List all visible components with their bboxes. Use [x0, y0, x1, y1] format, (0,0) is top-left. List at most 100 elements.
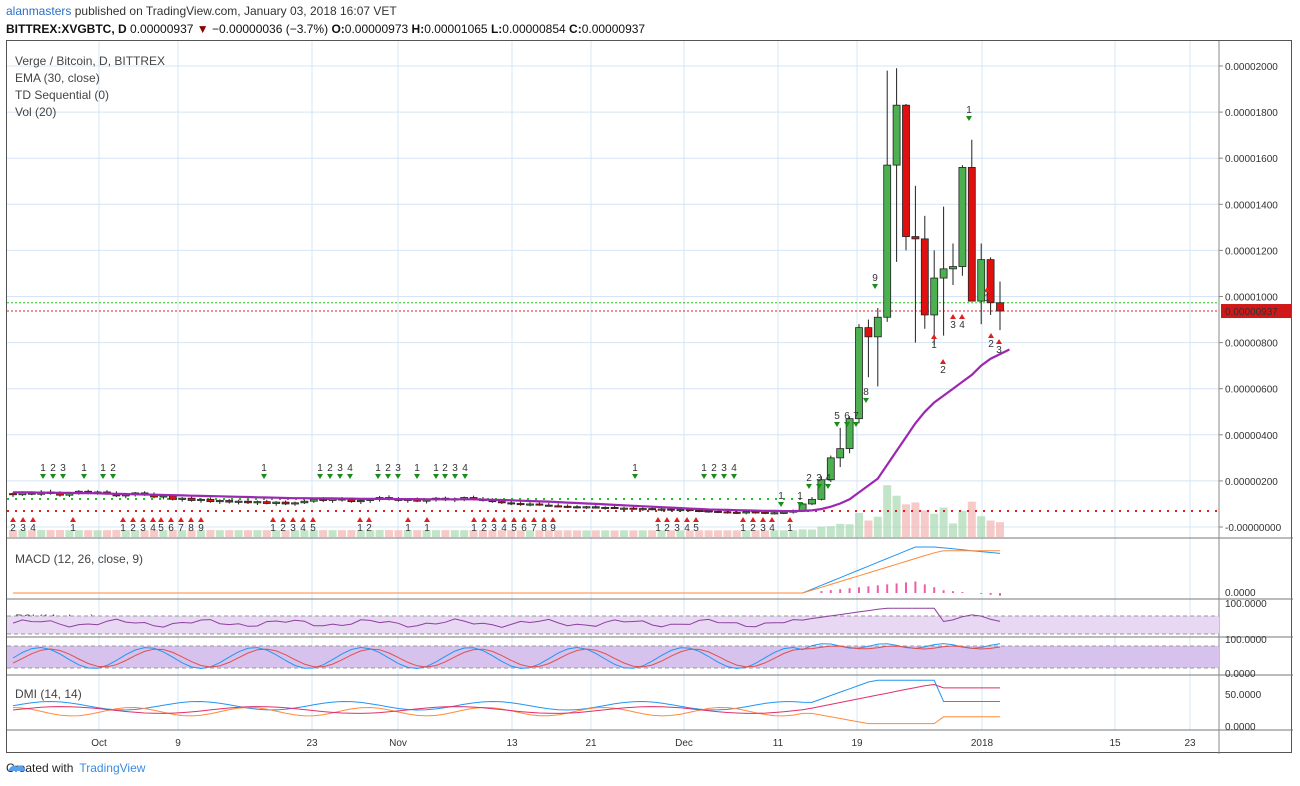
- td-buy-count: 4: [462, 463, 468, 474]
- adx-line: [12, 683, 1000, 714]
- td-down-arrow-icon: [110, 474, 116, 479]
- candle-body: [977, 259, 986, 302]
- candle-body: [808, 498, 816, 505]
- candle-body: [779, 511, 788, 514]
- candle-body: [826, 457, 835, 481]
- price-tick-label: -0.00000000: [1225, 523, 1282, 534]
- td-down-arrow-icon: [853, 422, 859, 427]
- td-sell-count: 9: [198, 523, 204, 534]
- td-sell-count: 1: [931, 340, 937, 351]
- macd-legend: MACD (12, 26, close, 9): [15, 552, 143, 566]
- volume-bar: [817, 526, 826, 537]
- td-up-arrow-icon: [760, 517, 766, 522]
- td-buy-count: 1: [414, 463, 420, 474]
- stoch-axis-label: 0.0000: [1225, 669, 1256, 680]
- volume-bar: [667, 530, 675, 537]
- td-buy-count: 1: [433, 463, 439, 474]
- td-sell-count: 4: [30, 523, 36, 534]
- td-down-arrow-icon: [825, 484, 831, 489]
- candle-body: [215, 500, 224, 503]
- volume-bar: [845, 524, 854, 537]
- td-buy-count: 3: [60, 463, 66, 474]
- td-buy-count: 2: [806, 473, 812, 484]
- volume-bar: [27, 530, 36, 537]
- tradingview-brand[interactable]: TradingView: [79, 761, 146, 775]
- td-down-arrow-icon: [452, 474, 458, 479]
- time-tick-label: 2018: [971, 738, 994, 749]
- td-buy-count: 1: [81, 463, 87, 474]
- td-up-arrow-icon: [120, 517, 126, 522]
- ema-line: [13, 348, 1010, 513]
- td-up-arrow-icon: [168, 517, 174, 522]
- td-up-arrow-icon: [550, 517, 556, 522]
- candle-body: [629, 507, 638, 510]
- volume-bar: [836, 523, 845, 537]
- td-up-arrow-icon: [10, 517, 16, 522]
- volume-bar: [591, 530, 600, 537]
- td-up-arrow-icon: [150, 517, 156, 522]
- td-down-arrow-icon: [797, 502, 803, 507]
- td-down-arrow-icon: [414, 474, 420, 479]
- td-buy-count: 2: [50, 463, 56, 474]
- td-sell-count: 5: [158, 523, 164, 534]
- candle-body: [967, 167, 976, 302]
- volume-bar: [657, 530, 666, 537]
- candle-body: [272, 501, 281, 504]
- price-tick-label: 0.00001600: [1225, 154, 1278, 165]
- td-buy-count: 9: [872, 273, 878, 284]
- volume-bar: [262, 530, 271, 537]
- td-down-arrow-icon: [50, 474, 56, 479]
- td-sell-count: 3: [760, 523, 766, 534]
- volume-bar: [479, 530, 487, 537]
- volume-bar: [93, 530, 102, 537]
- volume-bar: [892, 495, 901, 537]
- td-sell-count: 1: [270, 523, 276, 534]
- volume-bar: [695, 530, 704, 537]
- volume-bar: [187, 530, 196, 537]
- td-buy-count: 4: [825, 473, 831, 484]
- dmi-axis-label: 50.0000: [1225, 690, 1262, 701]
- td-up-arrow-icon: [491, 517, 497, 522]
- candle-body: [723, 511, 732, 514]
- price-tick-label: 0.00000800: [1225, 339, 1278, 350]
- td-up-arrow-icon: [366, 517, 372, 522]
- td-buy-count: 2: [442, 463, 448, 474]
- open-label: O:: [331, 22, 345, 36]
- candle-body: [582, 506, 591, 509]
- td-sell-count: 2: [750, 523, 756, 534]
- td-down-arrow-icon: [806, 484, 812, 489]
- td-sell-count: 3: [674, 523, 680, 534]
- td-down-arrow-icon: [385, 474, 391, 479]
- td-down-arrow-icon: [844, 422, 850, 427]
- td-up-arrow-icon: [750, 517, 756, 522]
- candle-body: [742, 511, 751, 514]
- author-link[interactable]: alanmasters: [6, 4, 72, 18]
- td-sell-count: 2: [366, 523, 372, 534]
- candle-body: [695, 510, 704, 513]
- td-up-arrow-icon: [424, 517, 430, 522]
- macd-line: [13, 546, 1001, 594]
- td-sell-count: 3: [996, 345, 1002, 356]
- td-sell-count: 6: [168, 523, 174, 534]
- td-down-arrow-icon: [433, 474, 439, 479]
- td-sell-count: 4: [769, 523, 775, 534]
- td-up-arrow-icon: [693, 517, 699, 522]
- volume-bar: [949, 523, 957, 537]
- volume-bar: [930, 513, 939, 537]
- price-tick-label: 0.00001400: [1225, 200, 1278, 211]
- candle-body: [347, 499, 356, 503]
- last-price-badge-label: 0.00000937: [1225, 307, 1278, 318]
- td-up-arrow-icon: [521, 517, 527, 522]
- candle-body: [507, 502, 516, 505]
- td-down-arrow-icon: [317, 474, 323, 479]
- candle-body: [262, 501, 271, 504]
- td-up-arrow-icon: [541, 517, 547, 522]
- volume-bar: [9, 530, 17, 537]
- volume-bar: [629, 530, 638, 537]
- candle-body: [319, 498, 328, 501]
- candle-body: [911, 236, 920, 240]
- td-down-arrow-icon: [711, 474, 717, 479]
- volume-bar: [977, 516, 986, 537]
